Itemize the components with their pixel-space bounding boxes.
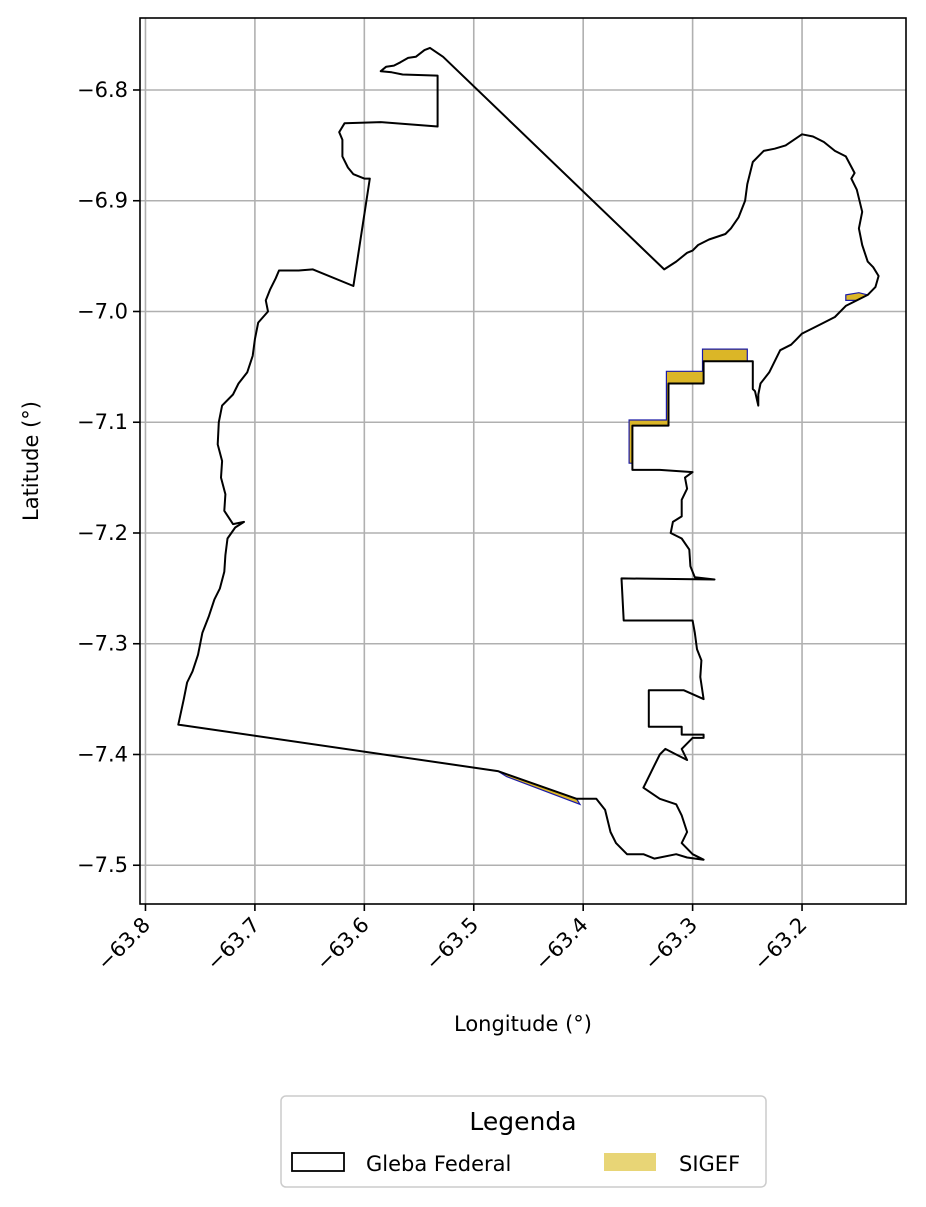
grid-lines: [140, 18, 906, 904]
y-tick-label-3: −7.1: [77, 410, 128, 434]
y-axis-label: Latitude (°): [19, 401, 43, 521]
legend-label-gleba-federal: Gleba Federal: [366, 1152, 511, 1176]
x-tick-label-3: −63.5: [421, 913, 483, 975]
sigef-polygon-0: [628, 348, 748, 464]
x-ticks: −63.8 −63.7 −63.6 −63.5 −63.4 −63.3 −63.2: [93, 904, 812, 975]
y-tick-label-0: −6.8: [77, 78, 128, 102]
legend-swatch-gleba-federal: [291, 1152, 345, 1172]
y-tick-label-7: −7.5: [77, 853, 128, 877]
legend-label-sigef: SIGEF: [679, 1152, 740, 1176]
x-tick-label-5: −63.3: [640, 913, 702, 975]
y-tick-label-5: −7.3: [77, 632, 128, 656]
gleba-federal-polygon: [177, 46, 880, 861]
x-tick-label-4: −63.4: [530, 913, 592, 975]
x-tick-label-2: −63.6: [311, 913, 373, 975]
legend-title: Legenda: [469, 1107, 576, 1136]
y-tick-label-6: −7.4: [77, 742, 128, 766]
plot-frame: [139, 17, 907, 905]
x-tick-label-0: −63.8: [93, 913, 155, 975]
sigef-polygons: [497, 292, 870, 806]
y-tick-label-1: −6.9: [77, 189, 128, 213]
x-axis-label: Longitude (°): [454, 1012, 592, 1036]
y-tick-label-4: −7.2: [77, 521, 128, 545]
legend: Legenda Gleba Federal SIGEF: [280, 1095, 767, 1188]
gleba-federal-outline: [177, 46, 880, 861]
legend-swatch-sigef: [604, 1153, 656, 1171]
y-ticks: −6.8 −6.9 −7.0 −7.1 −7.2 −7.3 −7.4 −7.5: [77, 78, 140, 877]
x-tick-label-6: −63.2: [749, 913, 811, 975]
x-tick-label-1: −63.7: [202, 913, 264, 975]
y-tick-label-2: −7.0: [77, 299, 128, 323]
